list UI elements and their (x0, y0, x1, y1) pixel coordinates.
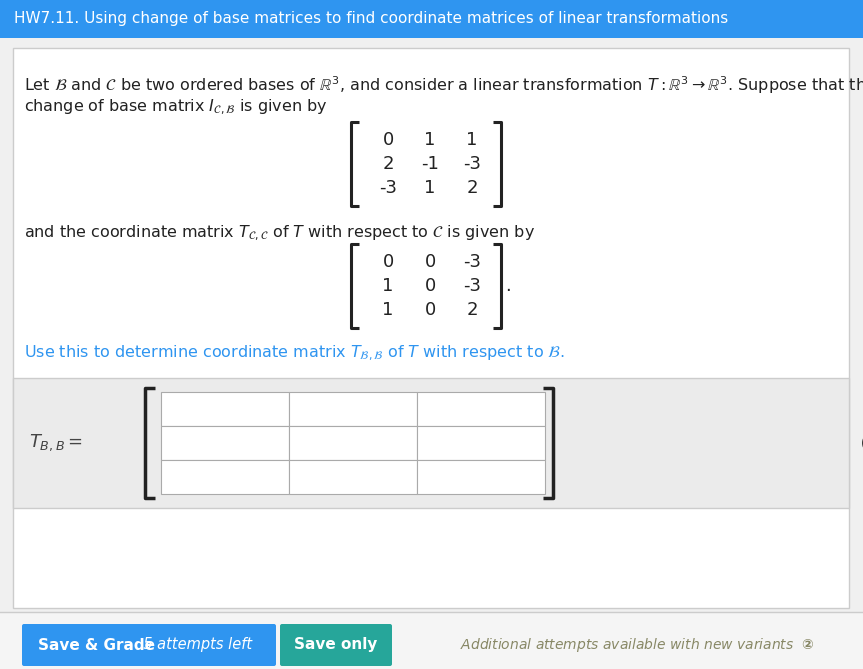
Text: 0: 0 (425, 301, 436, 319)
FancyBboxPatch shape (22, 624, 276, 666)
Text: -3: -3 (379, 179, 397, 197)
Ellipse shape (862, 432, 863, 454)
Bar (289, 392, 417, 426)
Text: 2: 2 (466, 301, 478, 319)
Bar (417, 392, 545, 426)
Text: Let $\mathcal{B}$ and $\mathcal{C}$ be two ordered bases of $\mathbb{R}^3$, and : Let $\mathcal{B}$ and $\mathcal{C}$ be t… (24, 74, 863, 96)
Bar (0, 612, 863, 669)
Text: change of base matrix $I_{\mathcal{C},\mathcal{B}}$ is given by: change of base matrix $I_{\mathcal{C},\m… (24, 98, 328, 117)
Text: -3: -3 (463, 277, 481, 295)
Text: -1: -1 (421, 155, 439, 173)
Bar (161, 460, 289, 494)
Text: HW7.11. Using change of base matrices to find coordinate matrices of linear tran: HW7.11. Using change of base matrices to… (14, 11, 728, 27)
Text: 0: 0 (425, 253, 436, 271)
Text: 0: 0 (425, 277, 436, 295)
Bar (417, 426, 545, 460)
Text: 2: 2 (466, 179, 478, 197)
Text: $T_{B,B} =$: $T_{B,B} =$ (29, 433, 83, 454)
Text: 1: 1 (466, 131, 478, 149)
Text: Save & Grade: Save & Grade (38, 638, 155, 652)
Text: 1: 1 (425, 131, 436, 149)
Text: -3: -3 (463, 155, 481, 173)
Text: Use this to determine coordinate matrix $T_{\mathcal{B},\mathcal{B}}$ of $T$ wit: Use this to determine coordinate matrix … (24, 344, 565, 363)
Bar (13, 48, 849, 608)
Bar (161, 426, 289, 460)
Bar (13, 378, 849, 508)
Text: 5 attempts left: 5 attempts left (134, 638, 252, 652)
Bar (289, 460, 417, 494)
Text: 1: 1 (382, 301, 394, 319)
Text: 1: 1 (382, 277, 394, 295)
FancyBboxPatch shape (280, 624, 392, 666)
Bar (417, 460, 545, 494)
Text: 0: 0 (382, 131, 394, 149)
Bar (0, 0, 863, 38)
Text: Save only: Save only (294, 638, 378, 652)
Text: 0: 0 (382, 253, 394, 271)
Text: 1: 1 (425, 179, 436, 197)
Bar (289, 426, 417, 460)
Text: Additional attempts available with new variants  $\mathbf{②}$: Additional attempts available with new v… (460, 636, 815, 654)
Text: and the coordinate matrix $T_{\mathcal{C},\mathcal{C}}$ of $T$ with respect to $: and the coordinate matrix $T_{\mathcal{C… (24, 224, 535, 244)
Text: -3: -3 (463, 253, 481, 271)
Bar (161, 392, 289, 426)
Text: 2: 2 (382, 155, 394, 173)
Text: .: . (505, 277, 511, 295)
